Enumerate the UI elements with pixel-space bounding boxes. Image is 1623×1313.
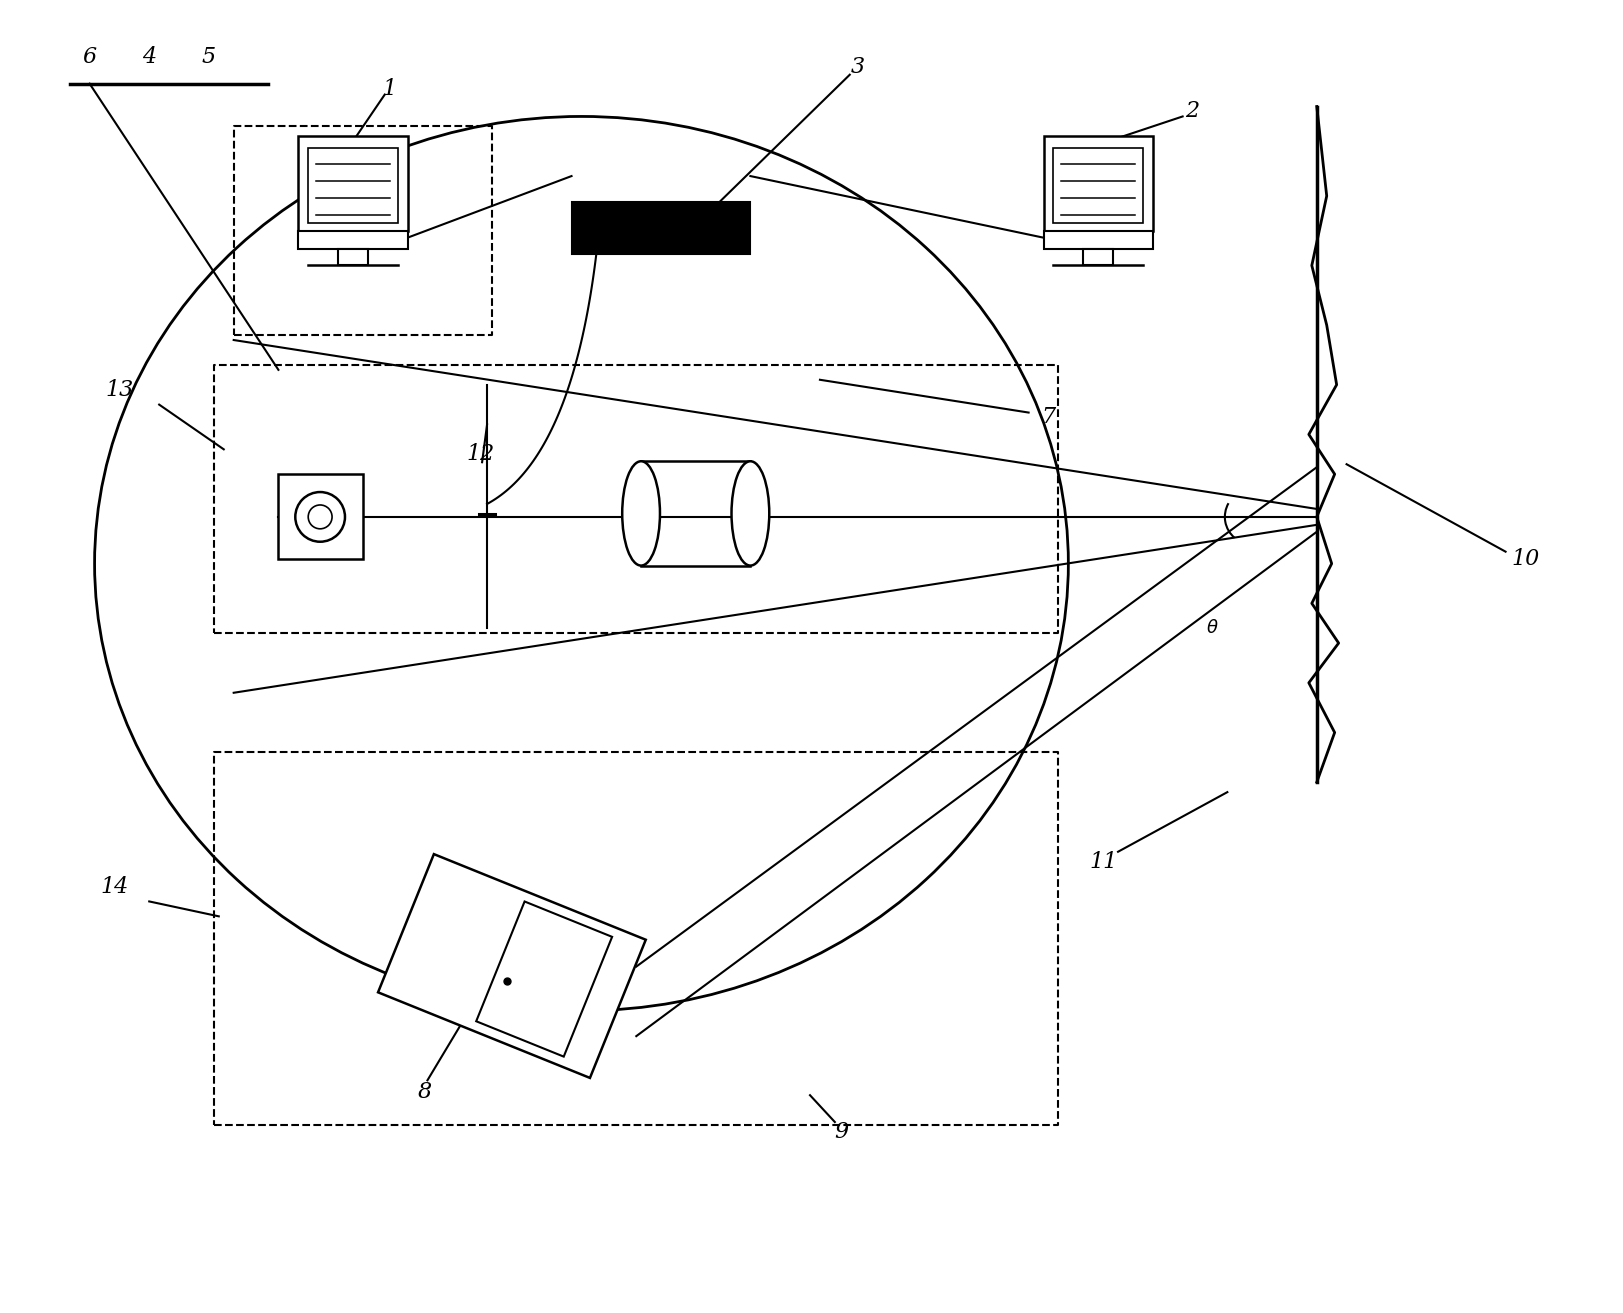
Bar — [308, 148, 398, 223]
Bar — [1044, 137, 1152, 231]
Text: 12: 12 — [466, 444, 495, 465]
Bar — [279, 474, 364, 558]
Text: 1: 1 — [383, 77, 396, 100]
Text: 7: 7 — [1042, 406, 1055, 428]
Text: $\theta$: $\theta$ — [1206, 620, 1219, 637]
Bar — [299, 137, 407, 231]
Text: 6: 6 — [83, 46, 97, 68]
Bar — [1044, 231, 1152, 248]
Ellipse shape — [622, 461, 661, 566]
Bar — [1053, 148, 1143, 223]
Bar — [571, 202, 750, 253]
Text: 8: 8 — [417, 1081, 432, 1103]
Text: 13: 13 — [105, 378, 133, 400]
Bar — [299, 231, 407, 248]
Ellipse shape — [732, 461, 769, 566]
Text: 4: 4 — [143, 46, 156, 68]
Text: 10: 10 — [1511, 548, 1540, 570]
Text: 3: 3 — [850, 55, 865, 77]
Bar — [1083, 248, 1113, 265]
Bar — [338, 248, 368, 265]
Text: 2: 2 — [1185, 101, 1199, 122]
Polygon shape — [378, 855, 646, 1078]
Text: 9: 9 — [834, 1121, 849, 1142]
Text: 14: 14 — [101, 876, 128, 898]
Text: 5: 5 — [201, 46, 216, 68]
Polygon shape — [476, 902, 612, 1057]
Text: 11: 11 — [1089, 851, 1117, 873]
